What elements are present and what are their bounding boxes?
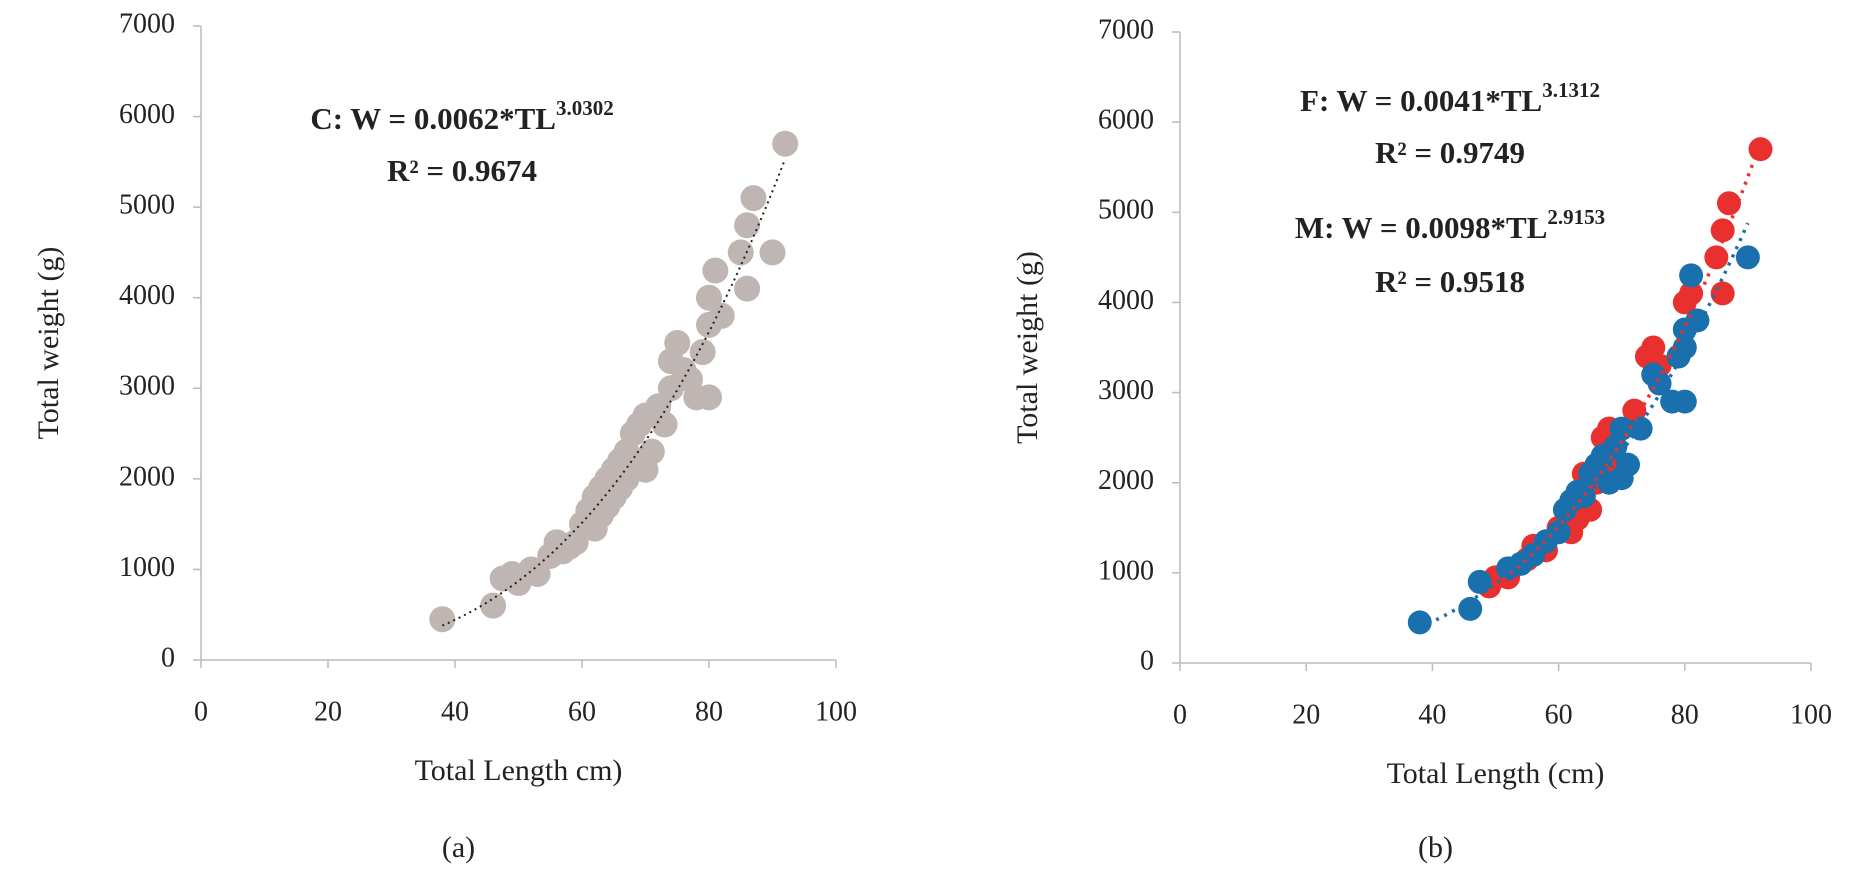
- data-point: [1458, 596, 1483, 621]
- y-tick-label: 3000: [1098, 375, 1154, 406]
- panel-label: (b): [1418, 831, 1453, 864]
- data-point: [480, 592, 507, 619]
- y-axis-title: Total weight (g): [32, 247, 65, 440]
- r-squared: R² = 0.9518: [1375, 264, 1525, 299]
- x-tick-label: 60: [568, 696, 596, 727]
- equation-prefix: M: W =: [1295, 210, 1405, 245]
- equation-mid: *TL: [499, 101, 556, 136]
- y-tick-label: 2000: [1098, 465, 1154, 496]
- y-tick-label: 3000: [119, 371, 175, 402]
- y-tick-label: 2000: [119, 461, 175, 492]
- equation: M: W = 0.0098*TL2.9153: [1295, 205, 1605, 245]
- r-squared-value: 0.9518: [1440, 264, 1525, 299]
- data-point: [1710, 281, 1735, 306]
- data-point: [1467, 569, 1492, 594]
- r-squared-prefix: R² =: [1375, 264, 1440, 299]
- equation-mid: *TL: [1485, 83, 1542, 118]
- data-point: [727, 239, 754, 266]
- data-point: [1622, 398, 1647, 423]
- data-point: [1710, 218, 1735, 243]
- equation-coefficient: 0.0098: [1405, 210, 1490, 245]
- x-tick-label: 20: [1292, 699, 1320, 730]
- x-tick-label: 40: [441, 696, 469, 727]
- data-point: [708, 302, 735, 329]
- r-squared-value: 0.9749: [1440, 135, 1525, 170]
- x-tick-label: 20: [314, 696, 342, 727]
- r-squared-prefix: R² =: [387, 153, 452, 188]
- data-point: [740, 185, 767, 212]
- y-tick-label: 0: [161, 642, 175, 673]
- x-tick-label: 60: [1545, 699, 1573, 730]
- equation-mid: *TL: [1491, 210, 1548, 245]
- data-point: [664, 330, 691, 356]
- data-point: [1628, 416, 1653, 441]
- data-point: [689, 339, 716, 366]
- data-point: [1616, 452, 1641, 477]
- y-tick-label: 4000: [1098, 285, 1154, 316]
- x-tick-label: 0: [194, 696, 208, 727]
- x-tick-label: 40: [1418, 699, 1446, 730]
- x-axis-title: Total Length cm): [415, 754, 623, 787]
- data-point: [1716, 191, 1741, 216]
- data-point: [759, 239, 786, 266]
- y-axis-title: Total weight (g): [1011, 251, 1044, 444]
- y-tick-label: 5000: [119, 190, 175, 221]
- x-tick-label: 0: [1173, 699, 1187, 730]
- y-tick-label: 6000: [119, 99, 175, 130]
- y-tick-label: 7000: [119, 8, 175, 39]
- equation-exponent: 3.1312: [1542, 78, 1600, 102]
- x-axis-title: Total Length (cm): [1387, 757, 1605, 790]
- r-squared-value: 0.9674: [452, 153, 537, 188]
- data-point: [638, 438, 665, 465]
- y-tick-label: 1000: [1098, 555, 1154, 586]
- data-point: [1679, 263, 1704, 288]
- data-point: [734, 275, 761, 302]
- y-tick-label: 6000: [1098, 105, 1154, 136]
- data-point: [772, 130, 799, 157]
- r-squared: R² = 0.9674: [387, 153, 537, 188]
- x-tick-label: 80: [1671, 699, 1699, 730]
- data-point: [1546, 520, 1571, 545]
- data-point: [1672, 335, 1697, 360]
- x-tick-label: 100: [815, 696, 857, 727]
- data-point: [1641, 335, 1666, 360]
- equation-exponent: 3.0302: [556, 96, 614, 120]
- data-point: [1685, 308, 1710, 333]
- panel-label: (a): [442, 831, 475, 864]
- y-tick-label: 7000: [1098, 14, 1154, 45]
- equation: F: W = 0.0041*TL3.1312: [1300, 78, 1600, 118]
- data-point: [429, 606, 456, 633]
- r-squared: R² = 0.9749: [1375, 135, 1525, 170]
- trend-line: [1419, 222, 1750, 629]
- data-point: [734, 212, 761, 239]
- y-tick-label: 1000: [119, 552, 175, 583]
- data-point: [702, 257, 729, 284]
- equation: C: W = 0.0062*TL3.0302: [310, 96, 613, 136]
- equation-exponent: 2.9153: [1547, 205, 1605, 229]
- data-point: [1748, 137, 1773, 162]
- x-tick-label: 80: [695, 696, 723, 727]
- r-squared-prefix: R² =: [1375, 135, 1440, 170]
- equation-prefix: F: W =: [1300, 83, 1400, 118]
- data-point: [1672, 389, 1697, 414]
- data-point: [1407, 610, 1432, 635]
- data-point: [1571, 484, 1596, 509]
- equation-coefficient: 0.0062: [414, 101, 499, 136]
- data-point: [696, 284, 722, 311]
- x-tick-label: 100: [1790, 699, 1832, 730]
- data-point: [696, 384, 722, 411]
- y-tick-label: 0: [1140, 645, 1154, 676]
- equation-prefix: C: W =: [310, 101, 414, 136]
- y-tick-label: 5000: [1098, 195, 1154, 226]
- data-point: [524, 560, 551, 587]
- data-point: [651, 411, 678, 438]
- equation-coefficient: 0.0041: [1400, 83, 1485, 118]
- y-tick-label: 4000: [119, 280, 175, 311]
- data-point: [1735, 245, 1760, 270]
- trend-line: [441, 158, 787, 627]
- trend-line: [1488, 141, 1763, 592]
